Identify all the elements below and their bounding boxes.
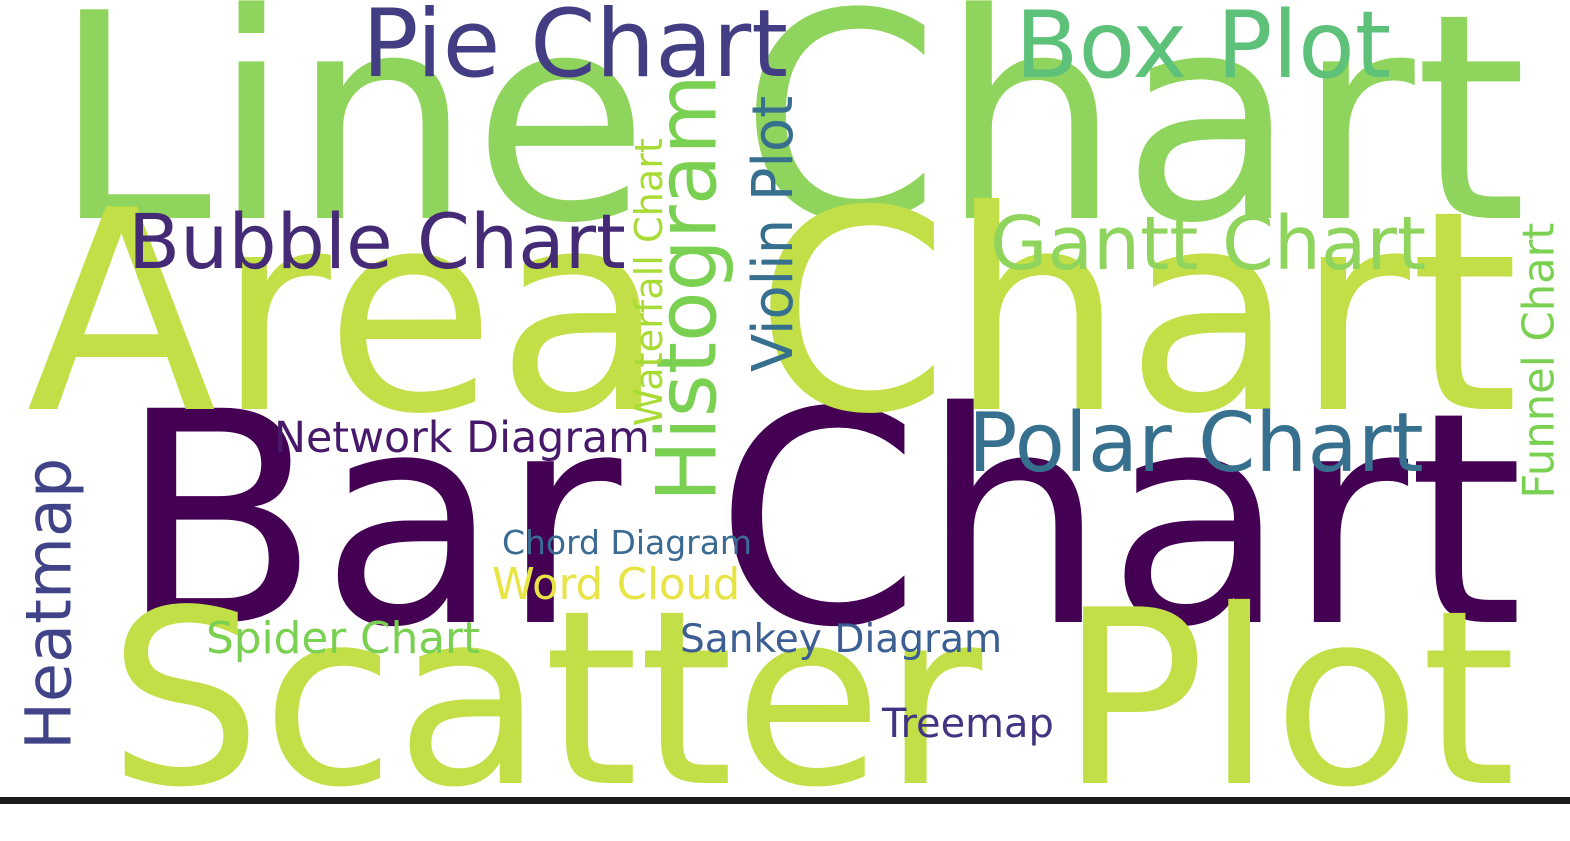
word-spider-chart: Spider Chart [206, 613, 481, 664]
bottom-border [0, 797, 1570, 804]
word-pie-chart: Pie Chart [362, 0, 788, 99]
word-waterfall-chart: Waterfall Chart [627, 138, 672, 427]
word-bar-chart: Bar Chart [117, 350, 1523, 692]
word-heatmap: Heatmap [12, 457, 87, 750]
word-treemap: Treemap [882, 701, 1054, 747]
word-box-plot: Box Plot [1015, 0, 1392, 99]
word-gantt-chart: Gantt Chart [990, 200, 1427, 287]
word-network-diagram: Network Diagram [274, 412, 650, 463]
word-polar-chart: Polar Chart [968, 396, 1424, 491]
word-cloud: Bar Chart Line Chart Area Chart Scatter Plo… [12, 0, 1565, 822]
word-line-chart: Line Chart [52, 0, 1527, 286]
word-funnel-chart: Funnel Chart [1514, 222, 1565, 499]
word-chord-diagram: Chord Diagram [502, 522, 753, 562]
word-word-cloud: Word Cloud [492, 559, 741, 610]
word-sankey-diagram: Sankey Diagram [680, 616, 1003, 662]
word-area-chart: Area Chart [25, 151, 1519, 475]
word-scatter-plot: Scatter Plot [108, 559, 1517, 841]
word-violin-plot: Violin Plot [741, 95, 807, 373]
word-bubble-chart: Bubble Chart [128, 197, 626, 286]
